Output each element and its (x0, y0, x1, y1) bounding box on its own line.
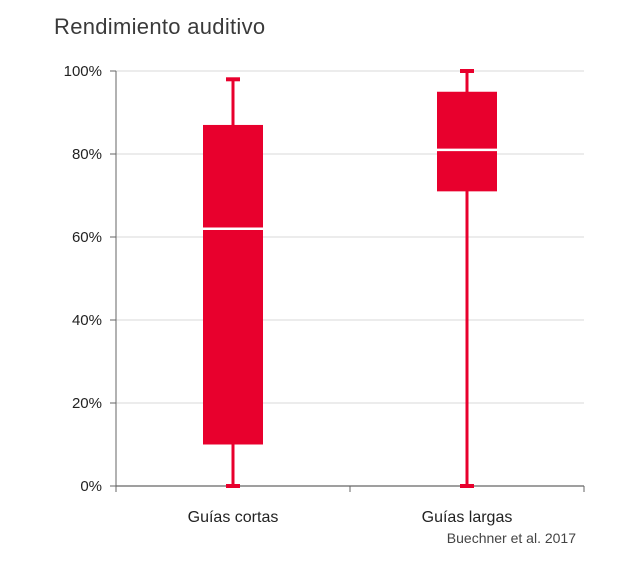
source-note: Buechner et al. 2017 (446, 530, 576, 546)
y-tick-label: 0% (80, 478, 102, 495)
y-tick-label: 60% (72, 229, 102, 246)
labels: 0% 20% 40% 60% 80% 100% Guías cortas Guías larg… (64, 63, 513, 526)
category-label: Guías cortas (188, 509, 279, 526)
chart-title: Rendimiento auditivo (54, 14, 266, 39)
grid-lines (116, 70, 584, 404)
y-tick-label: 80% (72, 146, 102, 163)
category-label: Guías largas (422, 509, 513, 526)
box (437, 91, 497, 192)
box (203, 124, 263, 445)
boxes (203, 69, 497, 488)
y-tick-label: 20% (72, 395, 102, 412)
y-tick-label: 100% (64, 63, 102, 80)
axes (110, 70, 585, 492)
y-tick-label: 40% (72, 312, 102, 329)
